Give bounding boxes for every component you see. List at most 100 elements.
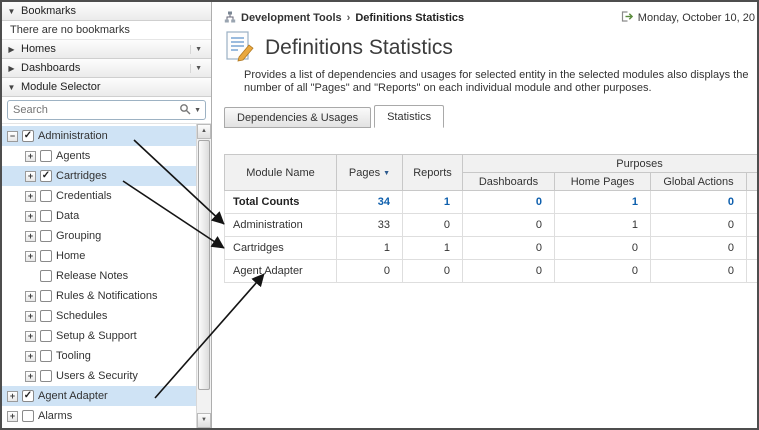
tree-item-tooling[interactable]: + Tooling — [2, 346, 196, 366]
expand-box-icon[interactable]: + — [25, 310, 36, 322]
expand-box-icon[interactable]: + — [25, 230, 36, 242]
tree-item-schedules[interactable]: + Schedules — [2, 306, 196, 326]
module-checkbox[interactable] — [40, 310, 52, 322]
module-checkbox[interactable] — [40, 290, 52, 302]
table-row: Administration 33 0 0 1 0 — [224, 213, 757, 237]
tree-item-label: Schedules — [56, 310, 108, 322]
module-checkbox[interactable] — [22, 410, 34, 422]
count-cell[interactable]: 0 — [650, 190, 747, 214]
tree-item-agent-adapter[interactable]: + ✓ Agent Adapter — [2, 386, 196, 406]
collapse-box-icon[interactable]: − — [7, 130, 18, 142]
module-checkbox[interactable]: ✓ — [40, 170, 52, 182]
homes-section-header[interactable]: ▶ Homes ▼ — [2, 40, 211, 59]
col-global-actions[interactable]: Global Actions — [650, 172, 747, 191]
sort-desc-icon: ▼ — [383, 169, 391, 177]
dashboards-dropdown-button[interactable]: ▼ — [190, 63, 206, 73]
count-cell: 0 — [462, 213, 555, 237]
tree-item-label: Data — [56, 210, 80, 222]
search-options-dropdown-icon[interactable]: ▼ — [194, 106, 201, 114]
expand-box-icon[interactable]: + — [25, 170, 36, 182]
module-selector-section-label: Module Selector — [21, 81, 101, 93]
sidebar: ▼ Bookmarks There are no bookmarks ▶ Hom… — [2, 2, 212, 428]
col-reports[interactable]: Reports — [402, 154, 463, 191]
expand-box-icon[interactable]: + — [25, 330, 36, 342]
module-name-cell: Cartridges — [224, 236, 337, 260]
expand-box-icon[interactable]: + — [25, 290, 36, 302]
expand-box-icon[interactable]: + — [25, 210, 36, 222]
col-clipped — [745, 172, 757, 191]
module-checkbox[interactable] — [40, 330, 52, 342]
tree-item-data[interactable]: + Data — [2, 206, 196, 226]
tree-item-agents[interactable]: + Agents — [2, 146, 196, 166]
expand-box-icon[interactable]: + — [7, 410, 18, 422]
expand-box-icon[interactable]: + — [25, 150, 36, 162]
tree-item-rules-notifications[interactable]: + Rules & Notifications — [2, 286, 196, 306]
sign-out-icon[interactable] — [621, 11, 634, 25]
search-icon[interactable] — [179, 103, 191, 118]
tab-dependencies-usages[interactable]: Dependencies & Usages — [224, 107, 372, 128]
col-home-pages[interactable]: Home Pages — [554, 172, 651, 191]
page-header: Definitions Statistics — [224, 30, 757, 65]
tree-item-label: Cartridges — [56, 170, 107, 182]
module-checkbox[interactable] — [40, 230, 52, 242]
module-checkbox[interactable] — [40, 250, 52, 262]
count-cell: 0 — [402, 259, 463, 283]
tab-statistics[interactable]: Statistics — [374, 105, 445, 128]
search-box: ▼ — [7, 100, 206, 120]
module-checkbox[interactable] — [40, 350, 52, 362]
table-row: Cartridges 1 1 0 0 0 — [224, 236, 757, 260]
module-checkbox[interactable] — [40, 150, 52, 162]
search-input[interactable] — [8, 104, 180, 116]
module-checkbox[interactable] — [40, 370, 52, 382]
module-checkbox[interactable]: ✓ — [22, 130, 34, 142]
tree-item-home[interactable]: + Home — [2, 246, 196, 266]
homes-dropdown-button[interactable]: ▼ — [190, 44, 206, 54]
module-selector-section-header[interactable]: ▼ Module Selector — [2, 78, 211, 97]
dashboards-section-header[interactable]: ▶ Dashboards ▼ — [2, 59, 211, 78]
expand-box-icon[interactable]: + — [25, 190, 36, 202]
count-cell[interactable]: 1 — [554, 190, 651, 214]
tree-item-cartridges[interactable]: + ✓ Cartridges — [2, 166, 196, 186]
tree-item-credentials[interactable]: + Credentials — [2, 186, 196, 206]
table-row: Total Counts 34 1 0 1 0 — [224, 190, 757, 214]
scroll-down-button[interactable]: ▼ — [197, 413, 211, 428]
col-module-name[interactable]: Module Name — [224, 154, 337, 191]
breadcrumb-development-tools[interactable]: Development Tools — [241, 12, 342, 24]
tree-item-grouping[interactable]: + Grouping — [2, 226, 196, 246]
expand-box-icon[interactable]: + — [25, 250, 36, 262]
tree-item-users-security[interactable]: + Users & Security — [2, 366, 196, 386]
expand-box-icon[interactable]: + — [7, 390, 18, 402]
expand-triangle-icon: ▶ — [8, 63, 15, 73]
col-pages[interactable]: Pages ▼ — [336, 154, 403, 191]
count-cell[interactable]: 34 — [336, 190, 403, 214]
col-dashboards[interactable]: Dashboards — [462, 172, 555, 191]
count-cell: 0 — [462, 259, 555, 283]
tree-scrollbar[interactable]: ▲ ▼ — [196, 124, 211, 428]
tree-item-release-notes[interactable]: Release Notes — [2, 266, 196, 286]
tree-item-label: Rules & Notifications — [56, 290, 158, 302]
tree-item-setup-support[interactable]: + Setup & Support — [2, 326, 196, 346]
module-checkbox[interactable] — [40, 190, 52, 202]
count-cell: 33 — [336, 213, 403, 237]
clipped-cell — [745, 213, 757, 237]
module-checkbox[interactable]: ✓ — [22, 390, 34, 402]
collapse-triangle-icon: ▼ — [7, 6, 16, 16]
count-cell[interactable]: 1 — [402, 190, 463, 214]
count-cell[interactable]: 0 — [462, 190, 555, 214]
module-checkbox[interactable] — [40, 270, 52, 282]
col-purposes: Purposes — [461, 154, 757, 173]
tree-item-administration[interactable]: − ✓ Administration — [2, 126, 196, 146]
module-name-cell: Total Counts — [224, 190, 337, 214]
expand-box-icon[interactable]: + — [25, 350, 36, 362]
count-cell: 0 — [336, 259, 403, 283]
expand-box-icon[interactable]: + — [25, 370, 36, 382]
count-cell: 0 — [650, 259, 747, 283]
collapse-triangle-icon: ▼ — [7, 82, 16, 92]
scroll-up-button[interactable]: ▲ — [197, 124, 211, 139]
scrollbar-thumb[interactable] — [198, 140, 210, 390]
tree-item-label: Agent Adapter — [38, 390, 108, 402]
definitions-statistics-icon — [224, 30, 256, 65]
tree-item-alarms[interactable]: + Alarms — [2, 406, 196, 426]
bookmarks-section-header[interactable]: ▼ Bookmarks — [2, 2, 211, 21]
module-checkbox[interactable] — [40, 210, 52, 222]
